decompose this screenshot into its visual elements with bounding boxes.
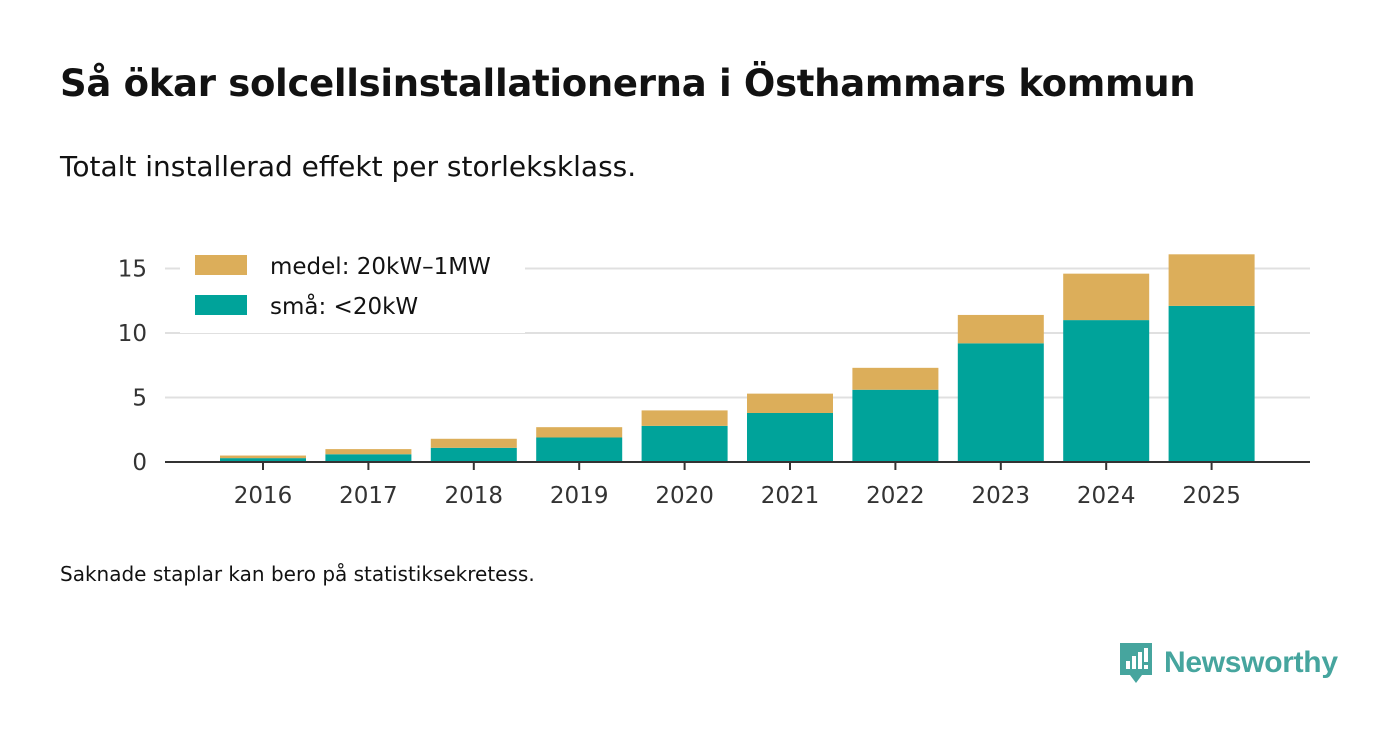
brand-logo[interactable]: Newsworthy	[1118, 640, 1338, 686]
bar-2022-medium	[852, 367, 939, 390]
x-tick-label: 2021	[761, 483, 820, 509]
y-tick-label: 5	[132, 386, 147, 412]
x-tick-label: 2022	[866, 483, 925, 509]
x-tick-label: 2024	[1077, 483, 1136, 509]
y-tick-label: 0	[132, 450, 147, 476]
bar-2024-small	[1063, 320, 1150, 462]
bar-2025-small	[1168, 305, 1255, 462]
x-tick-label: 2023	[972, 483, 1031, 509]
bar-2018-small	[430, 447, 517, 462]
chart-subtitle: Totalt installerad effekt per storlekskl…	[60, 150, 637, 183]
legend: medel: 20kW–1MW små: <20kW	[180, 243, 525, 333]
bar-2016-small	[220, 458, 306, 462]
bar-2020-medium	[641, 410, 728, 426]
chart-title: Så ökar solcellsinstallationerna i Östha…	[60, 62, 1196, 105]
axis-ticks: 0 5 10 15 2016 2017 2018 2019 2020 2021 2022 2023 20…	[118, 257, 1241, 510]
legend-label-medium: medel: 20kW–1MW	[270, 254, 491, 280]
x-tick-label: 2017	[339, 483, 398, 509]
y-tick-label: 10	[118, 321, 147, 347]
bar-2024-medium	[1063, 273, 1150, 321]
y-tick-label: 15	[118, 257, 147, 283]
bar-2019-medium	[536, 427, 623, 438]
brand-name: Newsworthy	[1164, 646, 1338, 679]
x-tick-label: 2020	[655, 483, 714, 509]
bar-2017-small	[325, 454, 412, 462]
newsworthy-logo-icon	[1120, 643, 1152, 683]
bar-2021-medium	[747, 393, 833, 413]
x-tick-label: 2025	[1182, 483, 1241, 509]
bar-2023-small	[957, 343, 1044, 462]
bar-2017-medium	[325, 449, 412, 455]
x-tick-label: 2018	[445, 483, 504, 509]
bar-2025-medium	[1168, 254, 1255, 306]
x-tick-label: 2019	[550, 483, 609, 509]
bar-2019-small	[536, 437, 623, 462]
legend-swatch-small-color	[195, 295, 247, 315]
bars	[220, 254, 1255, 462]
bar-2023-medium	[957, 314, 1044, 344]
x-tick-label: 2016	[234, 483, 293, 509]
legend-swatch-medium-color	[195, 255, 247, 275]
bar-2018-medium	[430, 438, 517, 448]
bar-2022-small	[852, 389, 939, 462]
bar-2020-small	[641, 425, 728, 462]
bar-2016-medium	[220, 455, 306, 459]
legend-label-small: små: <20kW	[270, 292, 418, 320]
footnote: Saknade staplar kan bero på statistiksek…	[60, 562, 535, 586]
bar-2021-small	[747, 412, 833, 462]
